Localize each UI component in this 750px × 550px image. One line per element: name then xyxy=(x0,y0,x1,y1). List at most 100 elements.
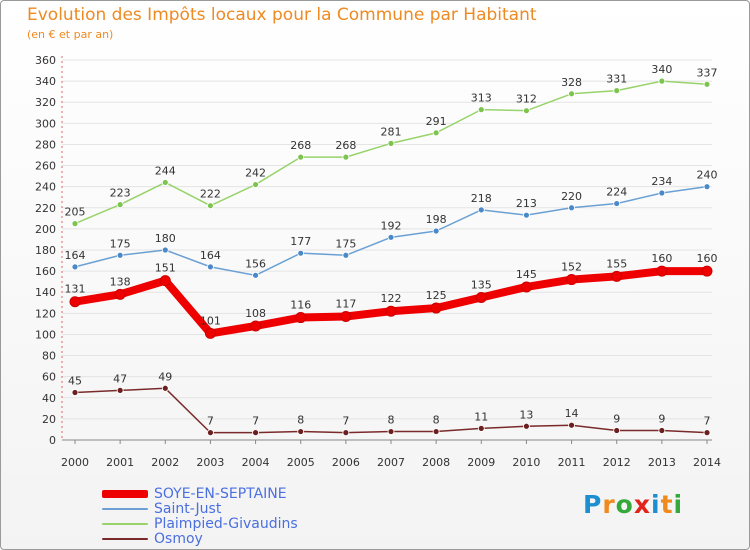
data-point-saint-just xyxy=(342,251,350,259)
data-point-soye-en-septaine xyxy=(611,270,623,282)
data-point-osmoy xyxy=(161,384,169,392)
data-point-soye-en-septaine xyxy=(295,312,307,324)
data-label-saint-just: 156 xyxy=(245,257,266,270)
data-label-soye-en-septaine: 155 xyxy=(606,257,627,270)
chart-subtitle: (en € et par an) xyxy=(27,28,114,41)
y-tick-label: 220 xyxy=(35,202,56,215)
data-point-osmoy xyxy=(297,428,305,435)
data-label-soye-en-septaine: 125 xyxy=(426,289,447,302)
data-label-osmoy: 13 xyxy=(519,408,533,421)
data-label-osmoy: 7 xyxy=(252,415,259,428)
data-label-soye-en-septaine: 108 xyxy=(245,307,266,320)
legend-item-osmoy: Osmoy xyxy=(102,531,298,547)
data-label-saint-just: 198 xyxy=(426,213,447,226)
y-tick-label: 200 xyxy=(35,223,56,236)
data-label-soye-en-septaine: 138 xyxy=(110,275,131,288)
data-point-osmoy xyxy=(613,427,621,434)
data-label-plaimpied-givaudins: 223 xyxy=(110,187,131,200)
logo-letter: o xyxy=(615,490,634,519)
logo-letter: P xyxy=(583,490,603,519)
data-point-saint-just xyxy=(658,189,666,197)
data-label-soye-en-septaine: 135 xyxy=(471,279,492,292)
data-point-plaimpied-givaudins xyxy=(342,153,350,161)
y-tick-label: 40 xyxy=(42,392,56,405)
legend: SOYE-EN-SEPTAINE Saint-Just Plaimpied-Gi… xyxy=(102,485,298,547)
data-point-saint-just xyxy=(297,249,305,257)
x-tick-label: 2010 xyxy=(512,456,540,469)
data-label-osmoy: 8 xyxy=(433,414,440,427)
data-point-soye-en-septaine xyxy=(204,327,216,339)
y-tick-label: 300 xyxy=(35,117,56,130)
data-point-saint-just xyxy=(432,227,440,235)
data-label-soye-en-septaine: 117 xyxy=(335,298,356,311)
y-tick-label: 340 xyxy=(35,75,56,88)
data-label-osmoy: 7 xyxy=(207,415,214,428)
data-point-plaimpied-givaudins xyxy=(161,179,169,186)
y-tick-label: 160 xyxy=(35,265,56,278)
data-label-plaimpied-givaudins: 268 xyxy=(290,139,311,152)
data-point-soye-en-septaine xyxy=(114,288,126,300)
data-label-soye-en-septaine: 152 xyxy=(561,261,582,274)
data-label-plaimpied-givaudins: 331 xyxy=(606,73,627,86)
data-point-saint-just xyxy=(116,251,124,259)
x-tick-label: 2001 xyxy=(106,456,134,469)
x-tick-label: 2005 xyxy=(287,456,315,469)
data-point-plaimpied-givaudins xyxy=(387,139,395,147)
data-label-saint-just: 175 xyxy=(110,237,131,250)
data-point-soye-en-septaine xyxy=(69,296,81,308)
legend-item-soye: SOYE-EN-SEPTAINE xyxy=(102,485,298,502)
x-tick-label: 2000 xyxy=(61,456,89,469)
data-label-saint-just: 240 xyxy=(697,169,718,182)
legend-item-saint-just: Saint-Just xyxy=(102,501,298,517)
y-tick-label: 360 xyxy=(35,54,56,67)
y-tick-label: 60 xyxy=(42,371,56,384)
data-label-saint-just: 164 xyxy=(200,249,221,262)
data-point-plaimpied-givaudins xyxy=(703,80,711,88)
x-tick-label: 2011 xyxy=(558,456,586,469)
data-point-saint-just xyxy=(477,206,485,214)
data-label-osmoy: 7 xyxy=(342,415,349,428)
data-point-soye-en-septaine xyxy=(340,311,352,322)
data-label-osmoy: 14 xyxy=(565,407,579,420)
x-tick-label: 2008 xyxy=(422,456,450,469)
data-point-saint-just xyxy=(613,200,621,207)
data-point-plaimpied-givaudins xyxy=(116,201,124,209)
data-label-saint-just: 224 xyxy=(606,186,627,199)
data-label-soye-en-septaine: 145 xyxy=(516,268,537,281)
data-label-saint-just: 180 xyxy=(155,232,176,245)
data-point-saint-just xyxy=(568,204,575,212)
data-label-plaimpied-givaudins: 268 xyxy=(335,139,356,152)
y-tick-label: 100 xyxy=(35,328,56,341)
data-point-soye-en-septaine xyxy=(566,274,578,286)
y-tick-label: 240 xyxy=(35,181,56,194)
data-label-plaimpied-givaudins: 281 xyxy=(381,125,402,138)
y-tick-label: 0 xyxy=(49,434,56,447)
data-label-saint-just: 220 xyxy=(561,190,582,203)
data-point-soye-en-septaine xyxy=(656,265,668,277)
data-point-plaimpied-givaudins xyxy=(207,202,214,210)
x-tick-label: 2012 xyxy=(603,456,631,469)
data-label-saint-just: 218 xyxy=(471,192,492,205)
data-label-saint-just: 177 xyxy=(290,235,311,248)
data-label-saint-just: 213 xyxy=(516,197,537,210)
legend-label-soye: SOYE-EN-SEPTAINE xyxy=(154,485,287,502)
data-point-soye-en-septaine xyxy=(430,302,442,314)
y-tick-label: 20 xyxy=(42,413,56,426)
data-point-osmoy xyxy=(703,429,711,437)
data-label-plaimpied-givaudins: 244 xyxy=(155,164,176,177)
x-tick-label: 2006 xyxy=(332,456,360,469)
data-label-plaimpied-givaudins: 328 xyxy=(561,76,582,89)
data-point-plaimpied-givaudins xyxy=(297,153,305,161)
x-tick-label: 2004 xyxy=(242,456,270,469)
y-tick-label: 260 xyxy=(35,160,56,173)
data-label-soye-en-septaine: 116 xyxy=(290,299,311,312)
data-label-osmoy: 49 xyxy=(158,370,172,383)
data-point-saint-just xyxy=(161,246,169,254)
data-point-soye-en-septaine xyxy=(701,265,713,277)
legend-swatch-soye xyxy=(102,489,148,498)
data-point-osmoy xyxy=(432,428,440,435)
data-label-plaimpied-givaudins: 222 xyxy=(200,188,221,201)
legend-label-plaimpied: Plaimpied-Givaudins xyxy=(154,515,298,532)
data-point-saint-just xyxy=(207,263,214,271)
